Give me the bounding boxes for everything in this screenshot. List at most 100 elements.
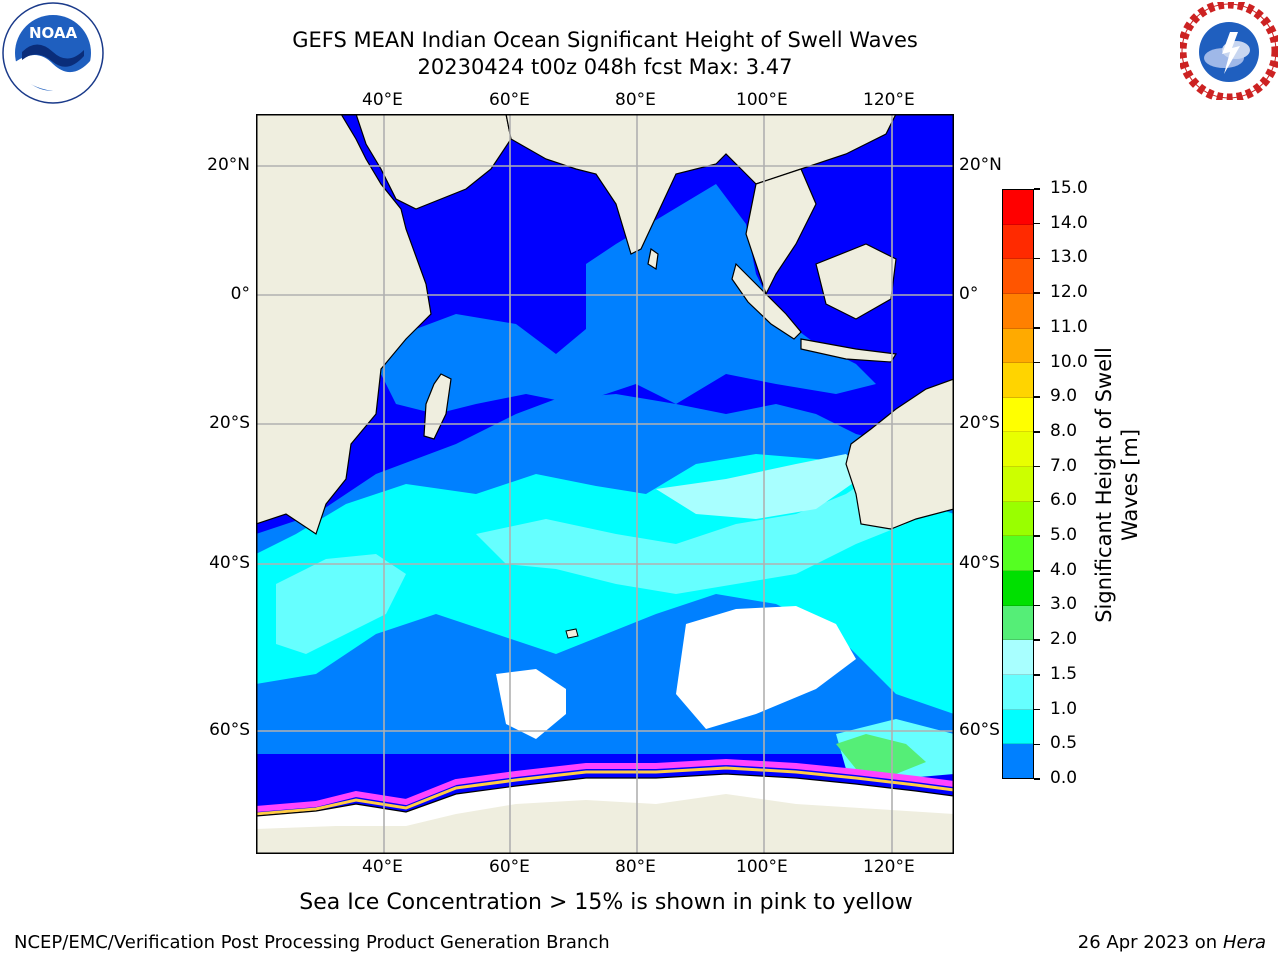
madagascar-island	[423, 373, 452, 440]
swell-3.0-4.0-patch	[836, 734, 926, 774]
colorbar-tick-label: 0.0	[1050, 768, 1078, 788]
gridlines	[256, 114, 954, 854]
colorbar-segment	[1003, 432, 1033, 468]
colorbar-tick-label: 12.0	[1050, 282, 1088, 303]
colorbar-segment	[1003, 674, 1033, 710]
colorbar-tick-mark	[1034, 222, 1040, 225]
lat-label-left-40s: 40°S	[209, 553, 250, 573]
generation-date-text: 26 Apr 2023 on	[1077, 932, 1223, 953]
sumatra-island	[731, 262, 802, 340]
lat-label-right-20n: 20°N	[959, 155, 1002, 175]
australia-landmass	[845, 378, 954, 530]
colorbar-label-line1: Significant Height of Swell	[1092, 347, 1116, 623]
lon-label-top-120e: 120°E	[863, 90, 915, 110]
africa-landmass	[256, 114, 432, 535]
lon-label-top-100e: 100°E	[736, 90, 788, 110]
colorbar-tick-mark	[1034, 743, 1040, 746]
lat-label-right-60s: 60°S	[959, 720, 1000, 740]
lat-label-right-20s: 20°S	[959, 413, 1000, 433]
colorbar-tick-mark	[1034, 465, 1040, 468]
lat-label-left-20n: 20°N	[207, 155, 250, 175]
colorbar-tick-label: 4.0	[1050, 559, 1078, 580]
borneo-island	[815, 243, 897, 320]
colorbar-tick-label: 11.0	[1050, 316, 1088, 337]
java-island	[800, 338, 898, 363]
lat-label-left-60s: 60°S	[209, 720, 250, 740]
colorbar-tick-label: 0.5	[1050, 733, 1078, 754]
colorbar-tick-mark	[1034, 431, 1040, 433]
colorbar-tick-label: 14.0	[1050, 212, 1088, 233]
colorbar-ticks: 15.0 14.0 13.0 12.0 11.0 10.0 9.0 8.0 7.0 6.0 5.0 4…	[1034, 180, 1094, 787]
colorbar-tick-mark	[1034, 639, 1040, 641]
lon-label-top-40e: 40°E	[362, 90, 403, 110]
sea-ice-edge-pink	[256, 758, 954, 812]
map-title: GEFS MEAN Indian Ocean Significant Heigh…	[292, 28, 918, 52]
colorbar-tick-label: 7.0	[1050, 455, 1078, 476]
noaa-logo: NOAA	[2, 2, 104, 104]
colorbar-tick-mark	[1034, 396, 1040, 398]
sea-ice-edge-yellow	[256, 766, 954, 816]
colorbar-tick-label: 1.5	[1050, 663, 1078, 684]
colorbar-segment	[1003, 571, 1033, 606]
colorbar-tick-mark	[1034, 500, 1040, 503]
colorbar-tick-mark	[1034, 327, 1040, 329]
colorbar-tick-mark	[1034, 674, 1040, 676]
colorbar-segment	[1003, 744, 1033, 778]
colorbar-segment	[1003, 536, 1033, 572]
lon-label-bottom-60e: 60°E	[489, 857, 530, 877]
colorbar-label: Significant Height of Swell Waves [m]	[1091, 347, 1143, 623]
colorbar-segment	[1003, 467, 1033, 502]
colorbar-segment	[1003, 709, 1033, 745]
colorbar-tick-mark	[1034, 778, 1040, 780]
lon-label-top-80e: 80°E	[615, 90, 656, 110]
swell-0.5-1.0-north	[376, 184, 876, 414]
colorbar-tick-mark	[1034, 708, 1040, 711]
colorbar-tick-label: 2.0	[1050, 629, 1078, 650]
swell-height-map	[256, 114, 954, 854]
colorbar-tick-label: 5.0	[1050, 525, 1078, 546]
colorbar-tick-label: 15.0	[1050, 178, 1088, 198]
colorbar-tick-mark	[1034, 292, 1040, 294]
colorbar-segment	[1003, 190, 1033, 225]
lon-label-bottom-80e: 80°E	[615, 857, 656, 877]
colorbar-tick-mark	[1034, 188, 1040, 190]
colorbar-tick-mark	[1034, 604, 1040, 607]
lat-label-right-0: 0°	[959, 284, 979, 304]
colorbar-tick-mark	[1034, 361, 1040, 364]
sea-ice-east	[676, 606, 856, 729]
colorbar-tick-label: 3.0	[1050, 594, 1078, 615]
kerguelen-island	[565, 628, 579, 639]
colorbar-label-line2: Waves [m]	[1118, 428, 1142, 542]
sea-ice-note: Sea Ice Concentration > 15% is shown in …	[299, 890, 913, 915]
colorbar-segment	[1003, 259, 1033, 294]
colorbar-segment	[1003, 501, 1033, 537]
colorbar-segment	[1003, 328, 1033, 364]
sri-lanka-island	[647, 247, 659, 271]
colorbar-tick-mark	[1034, 535, 1040, 537]
colorbar-tick-label: 8.0	[1050, 420, 1078, 441]
lon-label-bottom-100e: 100°E	[736, 857, 788, 877]
colorbar-segment	[1003, 363, 1033, 398]
colorbar-segment	[1003, 397, 1033, 433]
map-frame	[256, 114, 954, 854]
producer-credit: NCEP/EMC/Verification Post Processing Pr…	[14, 932, 610, 953]
lon-label-bottom-120e: 120°E	[863, 857, 915, 877]
colorbar-segment	[1003, 224, 1033, 260]
nws-logo	[1180, 2, 1278, 100]
colorbar-segment	[1003, 293, 1033, 329]
lon-label-bottom-40e: 40°E	[362, 857, 403, 877]
colorbar-segment	[1003, 640, 1033, 675]
swell-1.5-2.0-patch-west	[276, 554, 406, 654]
lat-label-left-0: 0°	[230, 284, 250, 304]
machine-name: Hera	[1222, 932, 1266, 953]
colorbar-tick-label: 9.0	[1050, 386, 1078, 407]
colorbar-tick-label: 10.0	[1050, 351, 1088, 372]
swell-2.0-3.0-patch	[656, 454, 866, 519]
generation-date: 26 Apr 2023 on Hera	[1078, 932, 1266, 953]
forecast-subtitle: 20230424 t00z 048h fcst Max: 3.47	[417, 55, 793, 79]
colorbar-tick-mark	[1034, 257, 1040, 260]
swell-height-colorbar	[1002, 189, 1034, 779]
colorbar-segment	[1003, 605, 1033, 641]
colorbar-tick-label: 1.0	[1050, 698, 1078, 719]
colorbar-tick-mark	[1034, 570, 1040, 572]
